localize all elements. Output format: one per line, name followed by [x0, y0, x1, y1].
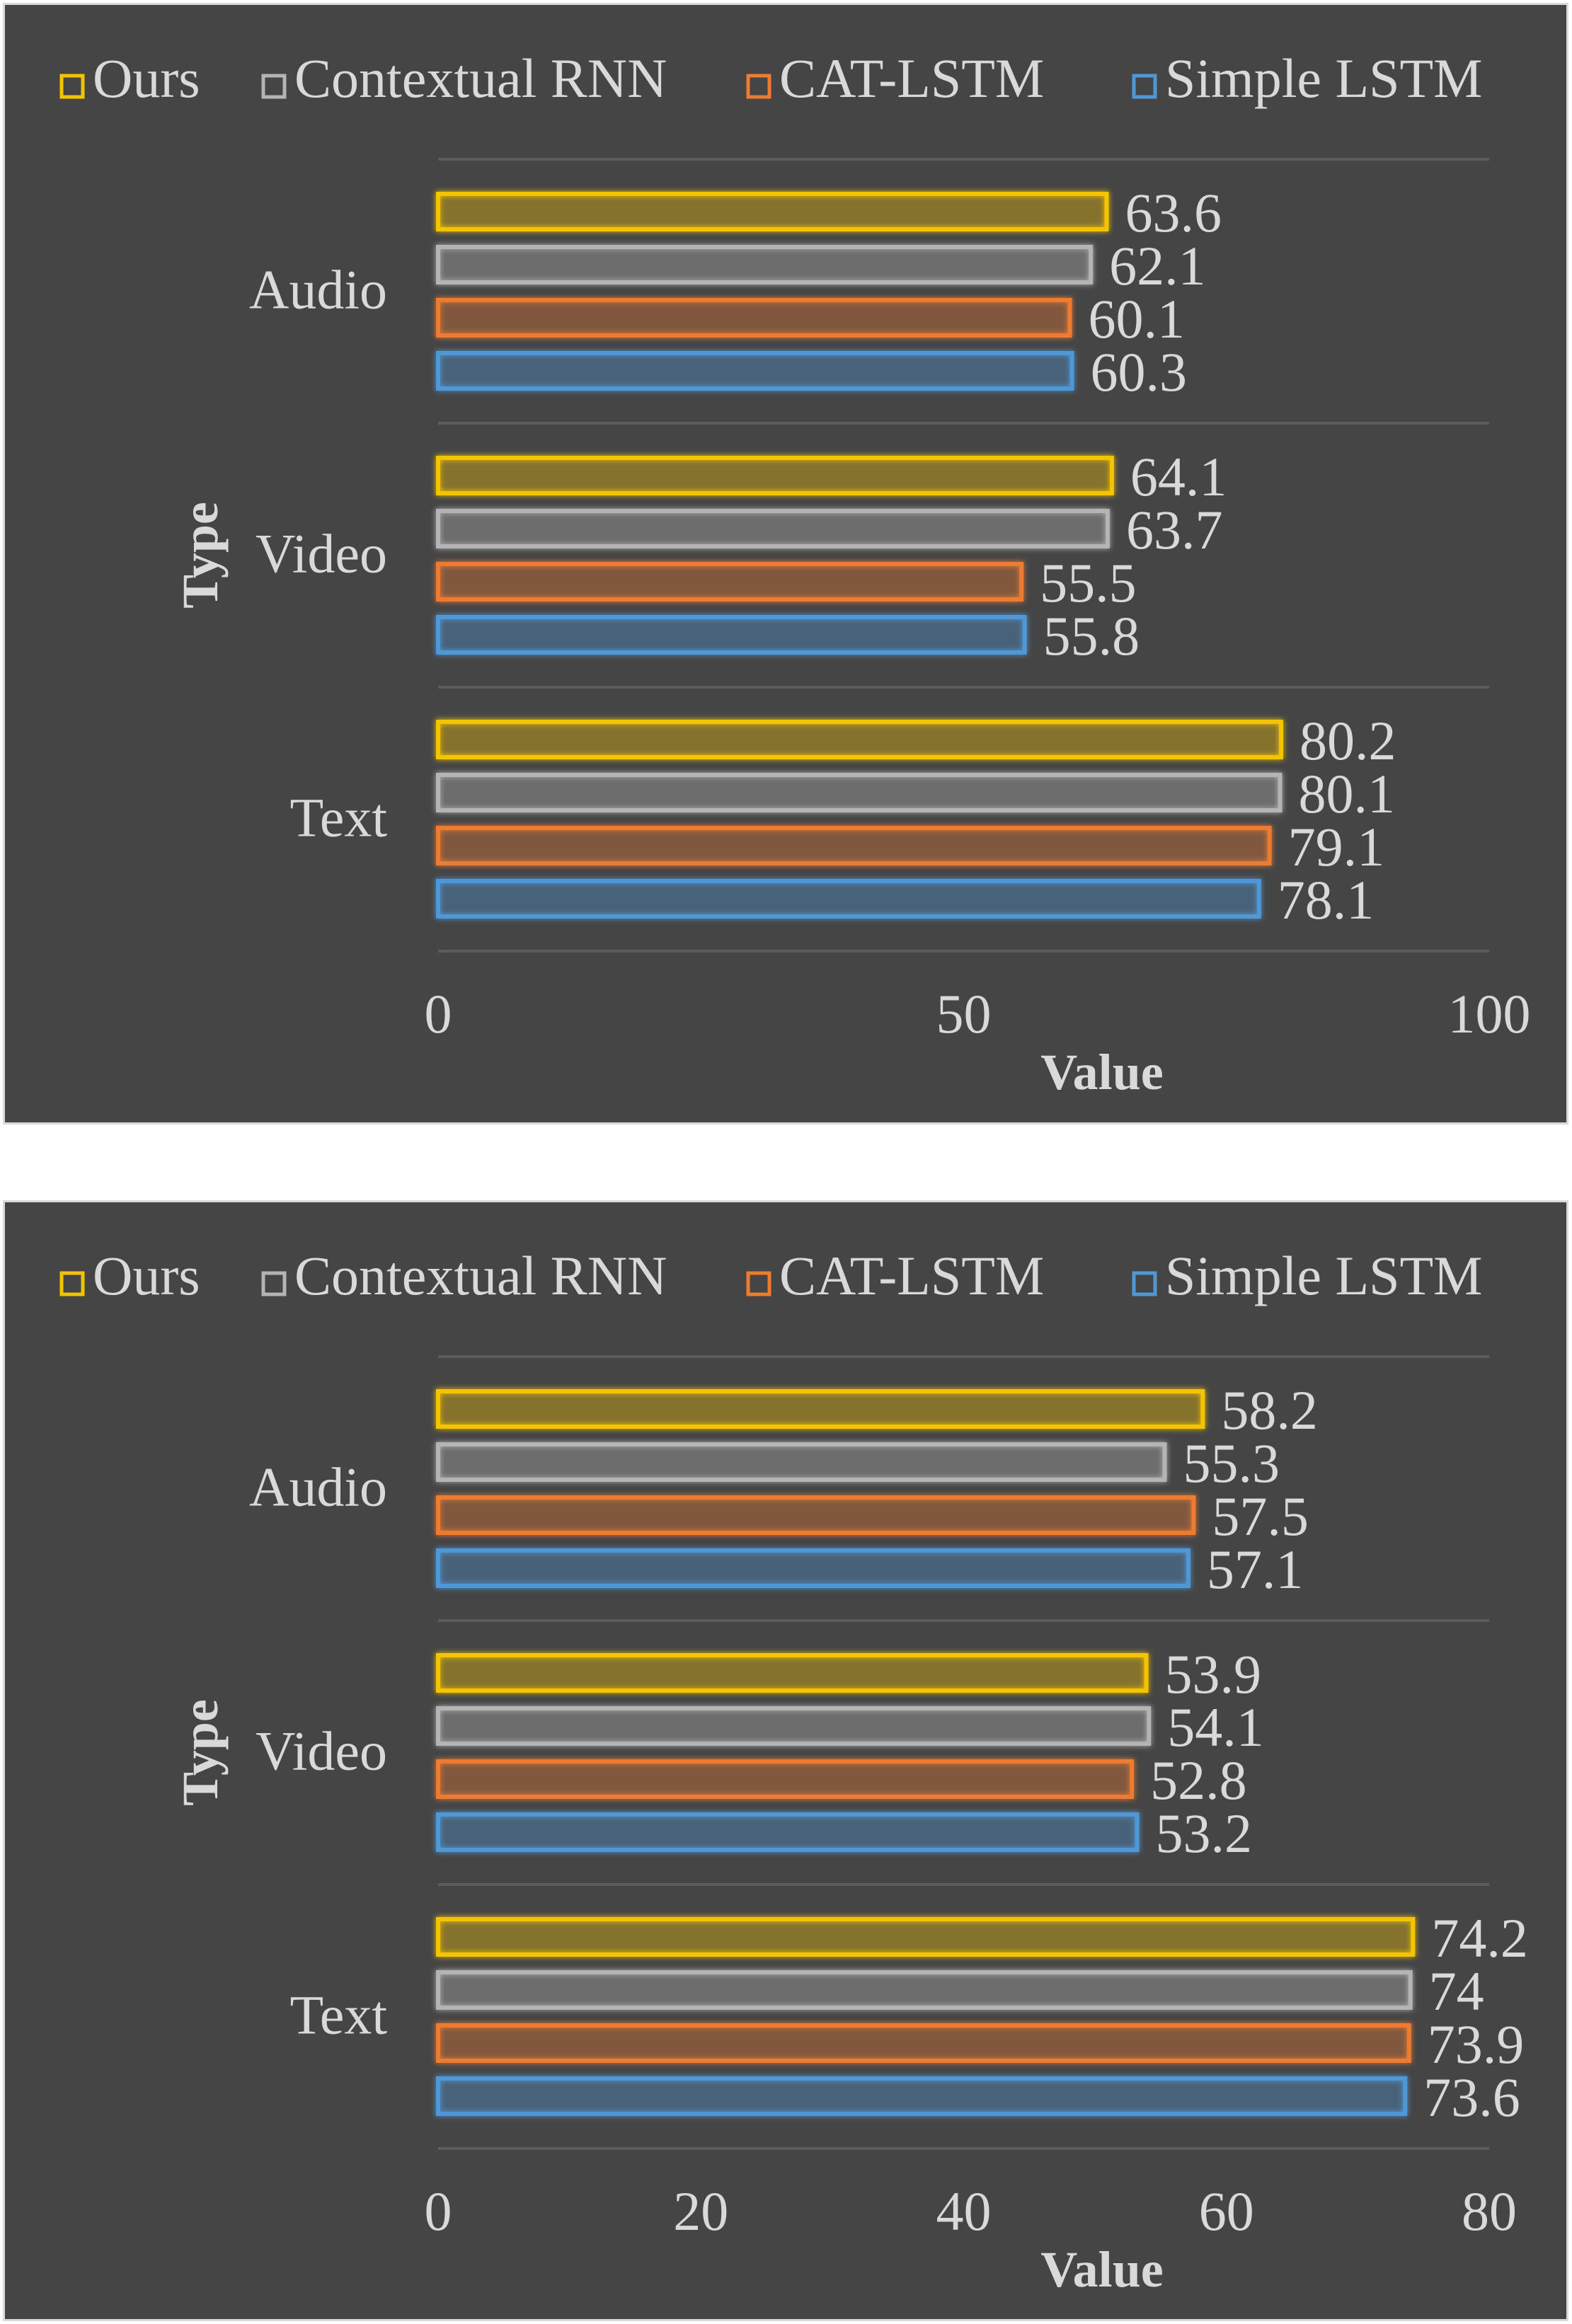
legend-swatch-simple-lstm: [1132, 1271, 1157, 1296]
x-tick-label: 0: [425, 2180, 452, 2242]
y-axis-title: Type: [172, 502, 229, 609]
bar-audio-ours: [436, 1389, 1205, 1429]
bar-text-contextual-rnn: [436, 773, 1283, 812]
data-label-text-ours: 80.2: [1300, 710, 1396, 771]
bar-text-ours: [436, 720, 1283, 759]
legend-label-contextual-rnn: Contextual RNN: [294, 1245, 667, 1306]
x-tick-label: 60: [1199, 2180, 1254, 2242]
legend-label-cat-lstm: CAT-LSTM: [779, 1245, 1044, 1306]
data-label-audio-contextual-rnn: 62.1: [1109, 235, 1206, 297]
bar-text-ours: [436, 1917, 1416, 1957]
data-label-video-cat-lstm: 55.5: [1040, 552, 1137, 614]
legend-label-simple-lstm: Simple LSTM: [1165, 47, 1483, 109]
bar-video-simple-lstm: [436, 615, 1027, 655]
legend-swatch-contextual-rnn: [261, 1271, 287, 1296]
legend-swatch-ours: [59, 1271, 85, 1296]
data-label-text-simple-lstm: 78.1: [1278, 869, 1375, 931]
bar-text-simple-lstm: [436, 879, 1261, 919]
category-label-text: Text: [290, 1984, 388, 2046]
legend-swatch-contextual-rnn: [261, 74, 287, 99]
bar-audio-contextual-rnn: [436, 245, 1094, 284]
bar-video-cat-lstm: [436, 562, 1024, 602]
bar-video-ours: [436, 1653, 1149, 1693]
x-tick-label: 100: [1448, 983, 1531, 1045]
category-label-text: Text: [290, 787, 388, 849]
x-tick-label: 20: [673, 2180, 728, 2242]
bar-text-cat-lstm: [436, 2023, 1411, 2063]
legend-label-ours: Ours: [93, 47, 200, 109]
data-label-video-contextual-rnn: 54.1: [1167, 1696, 1264, 1758]
bar-video-ours: [436, 456, 1114, 495]
x-tick-label: 80: [1462, 2180, 1517, 2242]
data-label-audio-contextual-rnn: 55.3: [1183, 1432, 1280, 1494]
bar-audio-cat-lstm: [436, 1495, 1196, 1535]
legend-swatch-cat-lstm: [746, 1271, 771, 1296]
bar-audio-contextual-rnn: [436, 1442, 1167, 1482]
bar-video-simple-lstm: [436, 1812, 1140, 1852]
data-label-video-simple-lstm: 53.2: [1156, 1802, 1253, 1864]
legend-label-cat-lstm: CAT-LSTM: [779, 47, 1044, 109]
chart-panel-2: Ours Contextual RNN CAT-LSTM Simple LSTM Aud…: [3, 1200, 1568, 2321]
data-label-audio-simple-lstm: 60.3: [1090, 341, 1187, 403]
data-label-text-simple-lstm: 73.6: [1423, 2066, 1520, 2128]
legend-label-contextual-rnn: Contextual RNN: [294, 47, 667, 109]
bar-chart-1: Ours Contextual RNN CAT-LSTM Simple LSTM Aud…: [59, 47, 1531, 1100]
data-label-text-cat-lstm: 79.1: [1288, 816, 1385, 878]
bar-audio-simple-lstm: [436, 351, 1074, 391]
legend: Ours Contextual RNN CAT-LSTM Simple LSTM: [59, 47, 1483, 109]
data-label-audio-ours: 58.2: [1221, 1379, 1318, 1441]
data-label-text-cat-lstm: 73.9: [1428, 2013, 1525, 2075]
data-label-video-ours: 64.1: [1130, 446, 1227, 507]
data-label-video-contextual-rnn: 63.7: [1126, 499, 1223, 560]
x-tick-label: 50: [936, 983, 992, 1045]
bar-text-simple-lstm: [436, 2076, 1408, 2116]
legend-label-ours: Ours: [93, 1245, 200, 1306]
bar-audio-ours: [436, 192, 1109, 231]
bar-audio-simple-lstm: [436, 1548, 1191, 1588]
bar-text-contextual-rnn: [436, 1970, 1413, 2010]
legend-swatch-ours: [59, 74, 85, 99]
data-label-text-ours: 74.2: [1431, 1907, 1527, 1969]
data-label-audio-cat-lstm: 60.1: [1088, 288, 1185, 350]
data-label-video-simple-lstm: 55.8: [1043, 605, 1140, 667]
bar-audio-cat-lstm: [436, 298, 1072, 338]
category-label-audio: Audio: [249, 259, 387, 321]
data-label-text-contextual-rnn: 74: [1429, 1960, 1484, 2022]
category-label-video: Video: [256, 1720, 387, 1782]
category-label-audio: Audio: [249, 1456, 387, 1518]
bar-text-cat-lstm: [436, 826, 1272, 865]
category-label-video: Video: [256, 523, 387, 585]
x-axis-title: Value: [1040, 2241, 1163, 2298]
data-label-audio-simple-lstm: 57.1: [1207, 1538, 1304, 1600]
legend: Ours Contextual RNN CAT-LSTM Simple LSTM: [59, 1245, 1483, 1306]
data-label-video-ours: 53.9: [1165, 1643, 1262, 1705]
legend-swatch-cat-lstm: [746, 74, 771, 99]
x-axis-title: Value: [1040, 1044, 1163, 1100]
y-axis-title: Type: [172, 1699, 229, 1806]
data-label-video-cat-lstm: 52.8: [1150, 1749, 1247, 1811]
data-label-text-contextual-rnn: 80.1: [1298, 763, 1395, 824]
legend-label-simple-lstm: Simple LSTM: [1165, 1245, 1483, 1306]
bar-chart-2: Ours Contextual RNN CAT-LSTM Simple LSTM Aud…: [59, 1245, 1528, 2298]
data-label-audio-ours: 63.6: [1125, 182, 1222, 243]
data-label-audio-cat-lstm: 57.5: [1212, 1485, 1309, 1547]
x-tick-label: 0: [425, 983, 452, 1045]
x-tick-label: 40: [936, 2180, 992, 2242]
bar-video-cat-lstm: [436, 1759, 1135, 1799]
chart-panel-1: Ours Contextual RNN CAT-LSTM Simple LSTM Aud…: [3, 3, 1568, 1124]
bar-video-contextual-rnn: [436, 1706, 1152, 1746]
bar-video-contextual-rnn: [436, 509, 1110, 548]
legend-swatch-simple-lstm: [1132, 74, 1157, 99]
